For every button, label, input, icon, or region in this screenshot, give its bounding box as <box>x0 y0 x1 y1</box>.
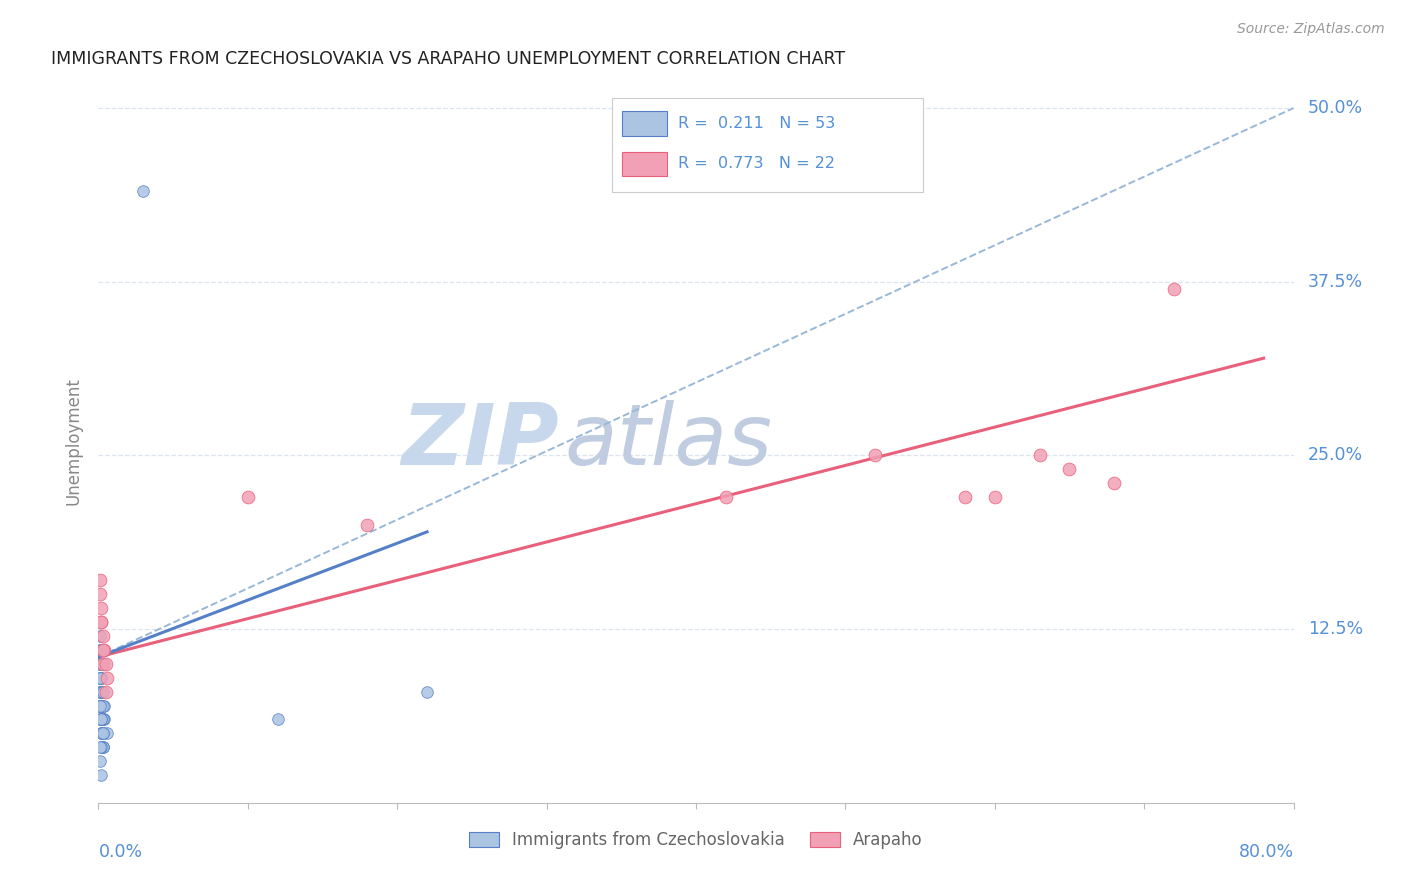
Point <box>90 713 112 727</box>
Point <box>91 726 114 740</box>
Text: 50.0%: 50.0% <box>1308 99 1362 117</box>
Point <box>89 657 111 671</box>
FancyBboxPatch shape <box>621 112 668 136</box>
Text: ZIP: ZIP <box>401 400 558 483</box>
Point <box>90 726 112 740</box>
Point <box>91 713 114 727</box>
Point <box>90 671 112 685</box>
Text: R =  0.773   N = 22: R = 0.773 N = 22 <box>678 156 835 171</box>
Point <box>865 449 887 463</box>
Point <box>90 684 112 698</box>
Point <box>89 684 111 698</box>
Point <box>89 574 111 588</box>
Point <box>91 698 114 713</box>
Point <box>90 615 112 630</box>
Point <box>91 726 114 740</box>
Point <box>984 490 1007 504</box>
Point <box>89 698 111 713</box>
Point <box>89 713 111 727</box>
Point <box>89 657 111 671</box>
Point <box>94 684 117 698</box>
Point <box>89 671 111 685</box>
Text: 80.0%: 80.0% <box>1239 843 1294 861</box>
Point <box>89 698 111 713</box>
Point <box>90 684 112 698</box>
Point <box>89 657 111 671</box>
Text: Source: ZipAtlas.com: Source: ZipAtlas.com <box>1237 22 1385 37</box>
Point <box>90 671 112 685</box>
Point <box>1059 462 1081 476</box>
FancyBboxPatch shape <box>621 152 668 177</box>
Text: 0.0%: 0.0% <box>98 843 142 861</box>
Point <box>90 713 112 727</box>
Point <box>91 684 114 698</box>
Point <box>90 684 112 698</box>
Point <box>91 740 114 755</box>
FancyBboxPatch shape <box>613 98 922 193</box>
Legend: Immigrants from Czechoslovakia, Arapaho: Immigrants from Czechoslovakia, Arapaho <box>463 824 929 856</box>
Text: IMMIGRANTS FROM CZECHOSLOVAKIA VS ARAPAHO UNEMPLOYMENT CORRELATION CHART: IMMIGRANTS FROM CZECHOSLOVAKIA VS ARAPAH… <box>51 50 845 68</box>
Point <box>90 601 112 615</box>
Point <box>1104 476 1126 491</box>
Point <box>91 657 114 671</box>
Y-axis label: Unemployment: Unemployment <box>65 377 83 506</box>
Point <box>90 698 112 713</box>
Point <box>91 629 114 643</box>
Point <box>91 643 114 657</box>
Text: 12.5%: 12.5% <box>1308 620 1362 638</box>
Point <box>89 754 111 768</box>
Point <box>89 740 111 755</box>
Point <box>356 517 378 532</box>
Point <box>91 713 114 727</box>
Point <box>714 490 737 504</box>
Point <box>953 490 976 504</box>
Point <box>90 713 112 727</box>
Point <box>89 698 111 713</box>
Point <box>93 713 115 727</box>
Point <box>90 740 112 755</box>
Point <box>90 615 112 630</box>
Point <box>96 671 118 685</box>
Point <box>1163 282 1185 296</box>
Point <box>89 587 111 601</box>
Point <box>91 740 114 755</box>
Point <box>90 671 112 685</box>
Point <box>90 713 112 727</box>
Point <box>89 671 111 685</box>
Text: 37.5%: 37.5% <box>1308 273 1362 291</box>
Text: 25.0%: 25.0% <box>1308 446 1362 465</box>
Point <box>89 698 111 713</box>
Point <box>96 726 118 740</box>
Point <box>89 629 111 643</box>
Point <box>90 726 112 740</box>
Point <box>93 698 115 713</box>
Point <box>93 643 115 657</box>
Point <box>94 657 117 671</box>
Point <box>90 684 112 698</box>
Point <box>89 684 111 698</box>
Point <box>1028 449 1050 463</box>
Point <box>91 657 114 671</box>
Text: R =  0.211   N = 53: R = 0.211 N = 53 <box>678 116 835 131</box>
Text: atlas: atlas <box>565 400 772 483</box>
Point <box>236 490 259 504</box>
Point <box>91 740 114 755</box>
Point <box>132 185 155 199</box>
Point <box>91 726 114 740</box>
Point <box>267 713 290 727</box>
Point <box>89 671 111 685</box>
Point <box>416 684 439 698</box>
Point <box>90 643 112 657</box>
Point <box>89 643 111 657</box>
Point <box>89 643 111 657</box>
Point <box>90 768 112 782</box>
Point <box>90 698 112 713</box>
